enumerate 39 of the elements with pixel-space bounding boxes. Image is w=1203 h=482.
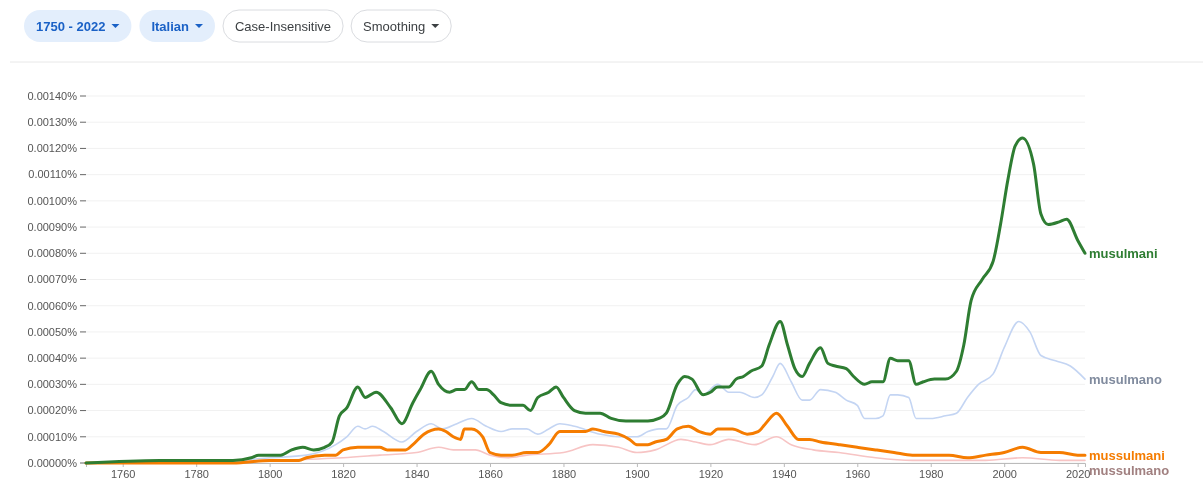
x-tick-label: 1760 bbox=[110, 467, 136, 480]
x-tick-label: 1880 bbox=[551, 467, 577, 480]
x-tick-label: 2000 bbox=[992, 467, 1017, 480]
series-label: musulmano bbox=[1089, 371, 1163, 387]
y-tick-label: 0.00120% bbox=[27, 142, 78, 155]
y-tick-label: 0.00030% bbox=[27, 378, 78, 391]
y-tick-label: 0.00000% bbox=[27, 456, 78, 469]
series-label: mussulmani bbox=[1089, 447, 1165, 463]
y-tick-label: 0.00130% bbox=[27, 116, 78, 129]
line-series bbox=[84, 136, 1087, 465]
x-tick-label: 2020 bbox=[1065, 467, 1091, 480]
y-tick-label: 0.00040% bbox=[27, 351, 78, 364]
x-tick-label: 1920 bbox=[698, 467, 724, 480]
x-tick-label: 1980 bbox=[919, 467, 944, 480]
text: Case-Insensitive bbox=[234, 19, 332, 34]
y-tick-label: 0.00070% bbox=[27, 273, 78, 286]
y-tick-label: 0.00080% bbox=[27, 247, 78, 260]
x-tick-label: 1780 bbox=[184, 467, 209, 480]
y-tick-label: 0.00010% bbox=[27, 430, 78, 443]
line-series bbox=[84, 411, 1087, 465]
y-tick-label: 0.00110% bbox=[28, 168, 78, 181]
y-tick-label: 0.00140% bbox=[27, 89, 78, 102]
y-tick-label: 0.00100% bbox=[27, 194, 78, 207]
series-label: mussulmano bbox=[1089, 462, 1170, 478]
y-tick-label: 0.00060% bbox=[27, 299, 78, 312]
x-tick-label: 1900 bbox=[625, 467, 650, 480]
series-label: musulmani bbox=[1089, 245, 1158, 261]
x-tick-label: 1940 bbox=[772, 467, 797, 480]
x-tick-label: 1860 bbox=[478, 467, 503, 480]
text: 1750 - 2022 bbox=[36, 19, 106, 34]
x-tick-label: 1800 bbox=[257, 467, 283, 480]
x-tick-label: 1840 bbox=[404, 467, 430, 480]
x-tick-label: 1820 bbox=[331, 467, 356, 480]
y-tick-label: 0.00020% bbox=[27, 404, 78, 417]
y-tick-label: 0.00050% bbox=[27, 325, 78, 338]
text: Italian bbox=[151, 19, 190, 34]
y-tick-label: 0.00090% bbox=[27, 220, 78, 233]
x-tick-label: 1960 bbox=[845, 467, 871, 480]
text: Smoothing bbox=[363, 19, 426, 34]
